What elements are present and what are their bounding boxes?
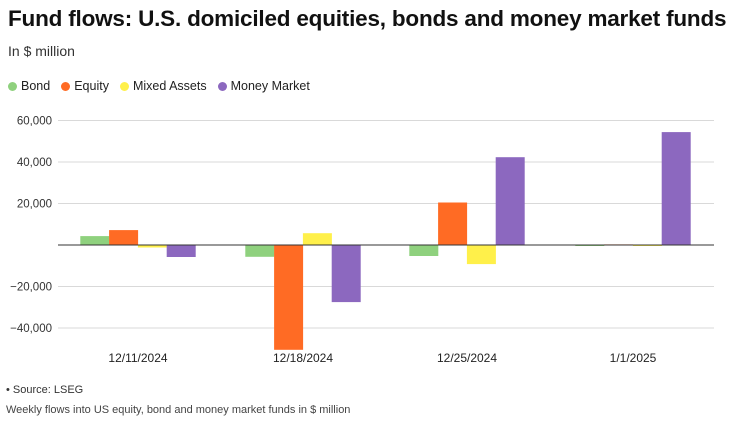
x-tick-label: 1/1/2025 (610, 351, 657, 365)
bar-bond (409, 245, 439, 256)
y-tick-label: −20,000 (10, 282, 52, 294)
legend-label: Money Market (230, 79, 310, 93)
bar-equity (438, 202, 468, 245)
legend-label: Mixed Assets (132, 79, 207, 93)
y-tick-label: −40,000 (10, 323, 52, 335)
x-tick-label: 12/18/2024 (273, 351, 333, 365)
bar-equity (274, 245, 304, 350)
chart-subtitle: In $ million (8, 43, 75, 59)
legend-swatch (8, 81, 17, 91)
legend-label: Bond (21, 79, 51, 93)
bar-money-market (661, 132, 691, 245)
legend-item-equity: Equity (61, 79, 109, 93)
y-tick-label: 40,000 (17, 157, 52, 169)
legend-label: Equity (74, 79, 109, 93)
bar-money-market (166, 245, 196, 257)
bar-bond (80, 236, 110, 245)
legend-swatch (61, 81, 71, 91)
bar-bond (245, 245, 275, 257)
bar-equity (109, 230, 139, 245)
y-tick-label: 20,000 (17, 199, 52, 211)
footnote: Weekly flows into US equity, bond and mo… (6, 404, 351, 416)
bar-money-market (495, 157, 525, 245)
bar-mixed-assets (302, 233, 332, 245)
x-tick-label: 12/25/2024 (437, 351, 497, 365)
bar-mixed-assets (466, 245, 496, 265)
legend-item-bond: Bond (8, 79, 50, 93)
y-tick-label: 60,000 (17, 116, 52, 128)
legend-swatch (217, 81, 227, 91)
bar-chart: −40,000 −20,000 20,000 40,000 60,000 12/11/20… (10, 116, 714, 365)
bar-money-market (331, 245, 361, 303)
legend-item-mixed-assets: Mixed Assets (119, 79, 207, 93)
source-note: • Source: LSEG (6, 384, 84, 396)
bar-mixed-assets (137, 245, 167, 248)
legend-swatch (119, 81, 129, 91)
x-tick-label: 12/11/2024 (108, 351, 167, 365)
legend-item-money-market: Money Market (217, 79, 310, 93)
chart-title: Fund flows: U.S. domiciled equities, bon… (8, 6, 727, 31)
legend: Bond Equity Mixed Assets Money Market (8, 79, 321, 93)
